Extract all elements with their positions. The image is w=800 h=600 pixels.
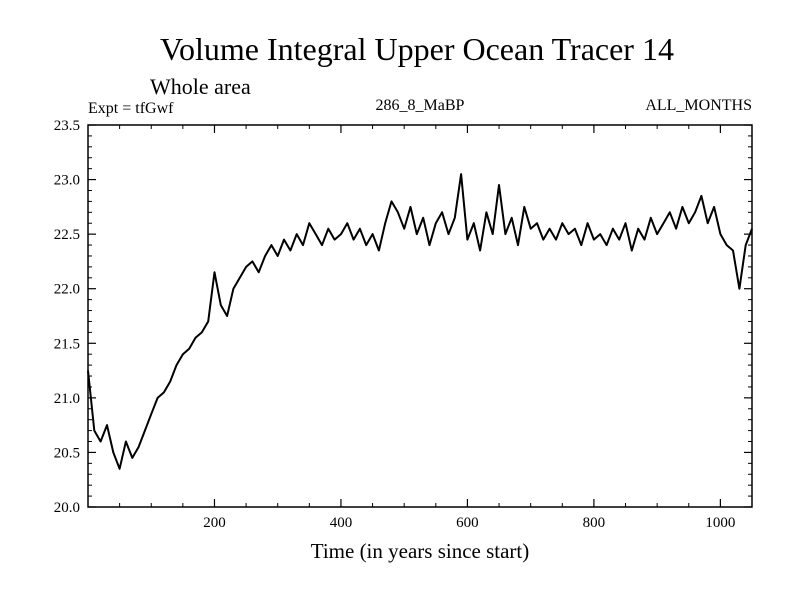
y-tick-label: 20.0	[54, 500, 80, 516]
y-tick-label: 20.5	[54, 445, 80, 461]
period-label: 286_8_MaBP	[376, 97, 465, 114]
y-tick-label: 21.0	[54, 391, 80, 407]
chart-subtitle: Whole area	[150, 74, 251, 99]
chart-title: Volume Integral Upper Ocean Tracer 14	[160, 31, 674, 67]
x-tick-label: 800	[583, 515, 606, 531]
x-tick-label: 600	[456, 515, 479, 531]
series-line-0	[87, 173, 753, 470]
x-tick-label: 400	[330, 515, 353, 531]
x-axis-label: Time (in years since start)	[311, 539, 530, 563]
y-tick-label: 22.5	[54, 227, 80, 243]
x-tick-label: 1000	[705, 515, 735, 531]
x-axis-ticks: 200 400 600 800 1000	[119, 125, 735, 531]
y-tick-label: 23.5	[54, 118, 80, 134]
y-tick-label: 23.0	[54, 173, 80, 189]
y-axis-ticks: 20.0 20.5 21.0 21.5 22.0 22.5 23.0 23.5	[54, 118, 752, 516]
series-layer	[87, 173, 753, 470]
plot-frame	[87, 124, 753, 508]
x-tick-label: 200	[203, 515, 226, 531]
y-tick-label: 21.5	[54, 336, 80, 352]
experiment-label: Expt = tfGwf	[88, 100, 174, 117]
months-label: ALL_MONTHS	[645, 97, 752, 114]
y-tick-label: 22.0	[54, 282, 80, 298]
